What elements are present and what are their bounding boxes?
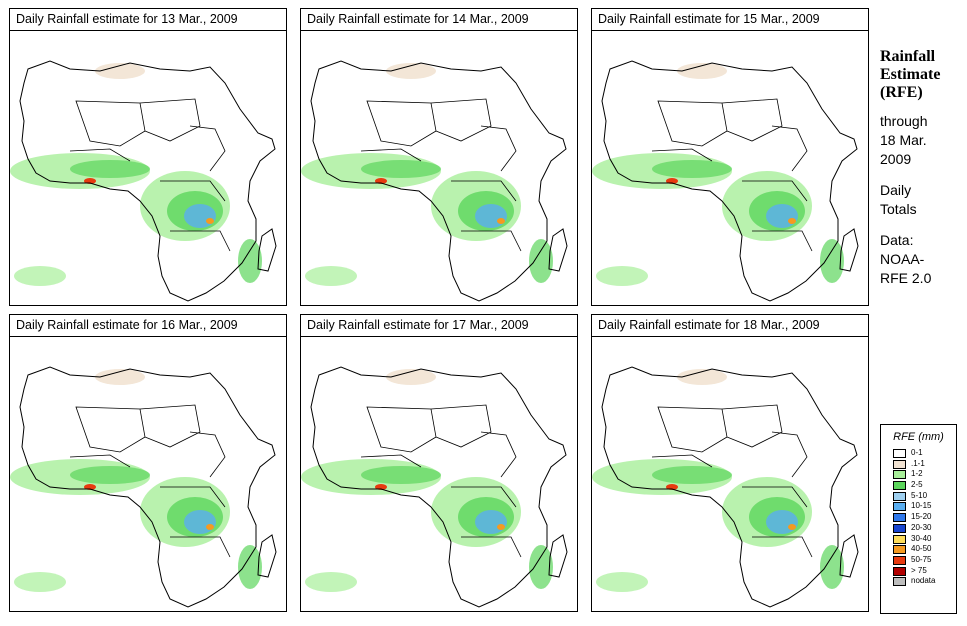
legend-swatch [893,566,906,576]
map-panel-18-mar: Daily Rainfall estimate for 18 Mar., 200… [591,314,869,612]
africa-rainfall-map [592,60,859,302]
legend-item: 40-50 [881,544,956,555]
legend-label: 0-1 [911,448,923,457]
legend-swatch [893,577,906,587]
data-source-line2: RFE 2.0 [880,270,932,286]
legend-label: 15-20 [911,512,932,522]
legend-label: 50-75 [911,554,932,564]
legend-item: 30-40 [881,534,956,545]
legend-label: 1-2 [911,469,923,479]
legend-item: 1-2 [881,469,956,480]
map-panel-15-mar: Daily Rainfall estimate for 15 Mar., 200… [591,8,869,306]
legend-item: 0-1 [881,448,956,459]
legend-swatch [893,502,906,512]
panel-title: Daily Rainfall estimate for 17 Mar., 200… [301,315,577,337]
legend-label: 2-5 [911,480,923,490]
through-date-line1: 18 Mar. [880,132,927,148]
legend-item: 20-30 [881,523,956,534]
map-panel-16-mar: Daily Rainfall estimate for 16 Mar., 200… [9,314,287,612]
side-title-line3: (RFE) [880,84,923,101]
legend-swatch [893,545,906,555]
legend-label: 30-40 [911,533,932,543]
legend-swatch [893,534,906,544]
legend-swatch [893,470,906,480]
legend-item: 50-75 [881,555,956,566]
legend-item: 15-20 [881,512,956,523]
side-annotation: Rainfall Estimate (RFE) through 18 Mar. … [880,48,965,288]
legend-item: 2-5 [881,480,956,491]
data-label: Data: [880,232,914,248]
panel-title: Daily Rainfall estimate for 15 Mar., 200… [592,9,868,31]
through-date-line2: 2009 [880,151,912,167]
side-title-line1: Rainfall [880,48,936,65]
legend-swatch [893,491,906,501]
legend-label: 20-30 [911,522,932,532]
legend-swatch [893,555,906,565]
africa-rainfall-map [10,366,277,608]
map-panel-13-mar: Daily Rainfall estimate for 13 Mar., 200… [9,8,287,306]
totals-line2: Totals [880,201,917,217]
legend-label: 10-15 [911,501,932,511]
through-label: through [880,113,928,129]
legend-item: 5-10 [881,491,956,502]
legend-swatch [893,481,906,491]
legend-title: RFE (mm) [893,431,944,443]
legend-swatch [893,449,906,458]
panel-title: Daily Rainfall estimate for 16 Mar., 200… [10,315,286,337]
data-source-line1: NOAA- [880,251,925,267]
legend-swatch [893,513,906,523]
africa-rainfall-map [10,60,277,302]
map-panel-17-mar: Daily Rainfall estimate for 17 Mar., 200… [300,314,578,612]
africa-rainfall-map [301,60,568,302]
legend-item: > 75 [881,566,956,577]
panel-title: Daily Rainfall estimate for 14 Mar., 200… [301,9,577,31]
map-panel-14-mar: Daily Rainfall estimate for 14 Mar., 200… [300,8,578,306]
legend-label: 40-50 [911,544,932,554]
legend-label: 5-10 [911,490,928,500]
panel-title: Daily Rainfall estimate for 18 Mar., 200… [592,315,868,337]
legend-item: nodata [881,576,956,587]
totals-line1: Daily [880,182,912,198]
rainfall-legend: RFE (mm) 0-1.1-1 1-2 2-5 5-10 10-15 15-20 20-3… [880,424,957,614]
side-title-line2: Estimate [880,66,941,83]
legend-swatch [893,459,906,469]
legend-label: .1-1 [911,458,925,468]
africa-rainfall-map [592,366,859,608]
africa-rainfall-map [301,366,568,608]
legend-item: 10-15 [881,501,956,512]
panel-title: Daily Rainfall estimate for 13 Mar., 200… [10,9,286,31]
legend-label: nodata [911,576,936,586]
legend-swatch [893,523,906,533]
legend-label: > 75 [911,565,927,575]
legend-item: .1-1 [881,459,956,470]
